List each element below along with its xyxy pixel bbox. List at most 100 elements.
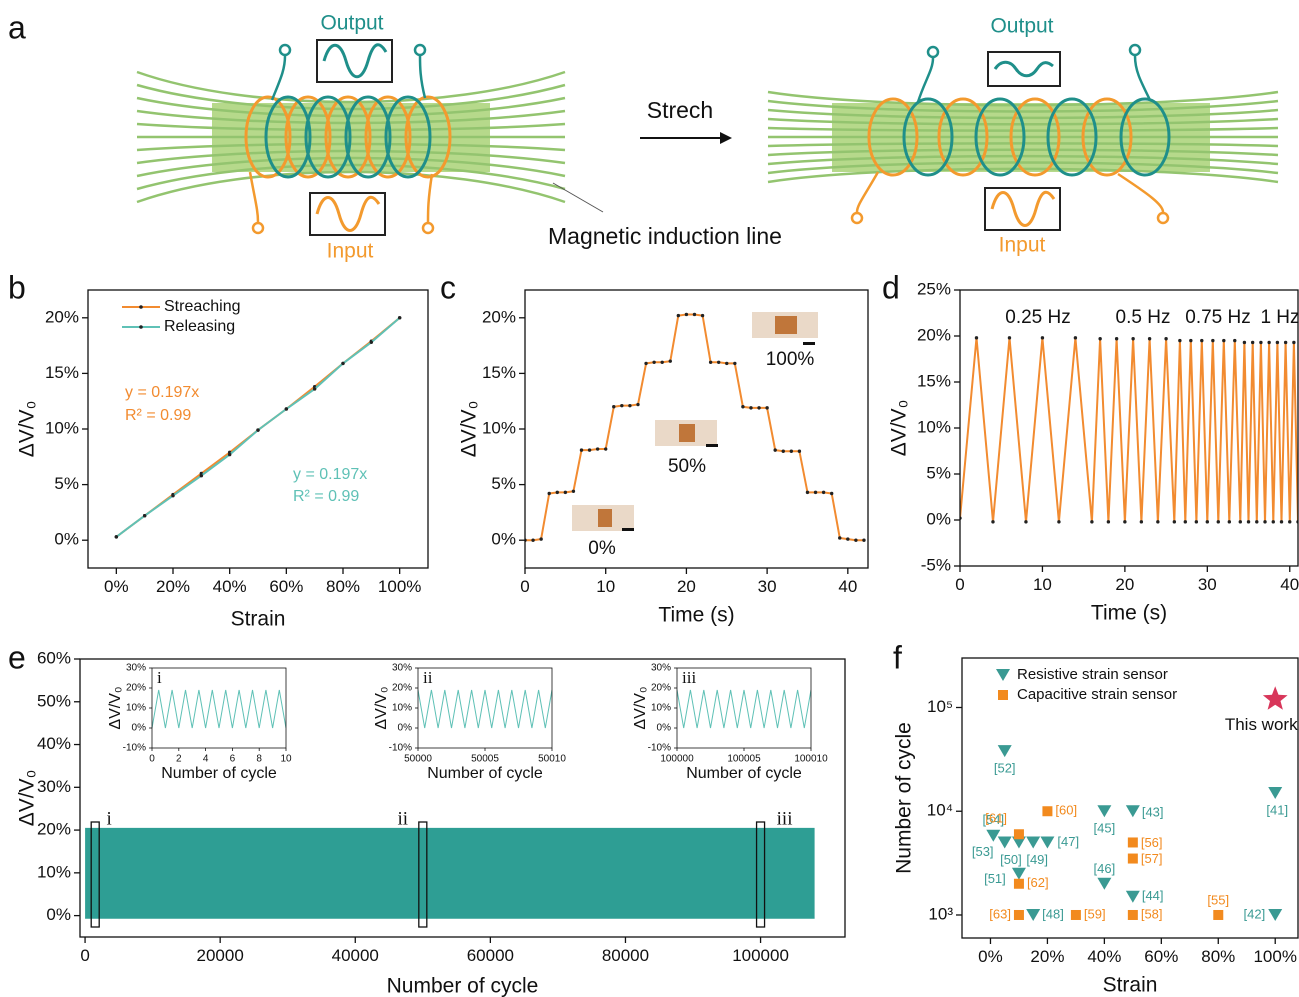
- leads: [248, 43, 1170, 235]
- marker: [708, 360, 713, 364]
- x-tick-label: 0: [80, 946, 89, 965]
- marker: [628, 403, 632, 408]
- marker: [199, 474, 204, 478]
- x-tick-label: 40: [1280, 575, 1299, 594]
- y-axis-label: ΔV/V₀: [632, 686, 649, 729]
- marker: [612, 405, 616, 409]
- output-label: Output: [990, 15, 1053, 38]
- annotation: i: [107, 808, 112, 829]
- field-line: [136, 149, 566, 165]
- y-tick-label: 20%: [482, 307, 516, 326]
- x-tick-label: 50000: [404, 754, 432, 765]
- x-tick-label: 10: [1033, 575, 1052, 594]
- marker: [1172, 520, 1177, 524]
- x-tick-label: 40: [838, 577, 857, 596]
- marker: [227, 452, 232, 457]
- chart: 0% 20% 40% 60% 80% 100% 10³ 10⁴ 10⁵ Strain Number …: [893, 657, 1299, 997]
- y-tick-label: 30%: [126, 663, 146, 674]
- x-axis-label: Strain: [231, 608, 286, 631]
- plot-frame: [676, 667, 812, 749]
- x-tick-label: 10: [596, 577, 615, 596]
- coil: [867, 97, 919, 177]
- x-axis-label: Number of cycle: [686, 765, 802, 782]
- y-tick-label: 20%: [37, 820, 71, 839]
- y-tick-label: 0%: [398, 723, 413, 734]
- scale-bar: [622, 528, 634, 531]
- marker: [312, 387, 317, 391]
- legend-swatch: [139, 325, 143, 329]
- signal-wave: [990, 190, 1056, 227]
- y-tick-label: 10⁴: [927, 801, 953, 820]
- pointer: [552, 182, 604, 213]
- x-axis-label: Number of cycle: [387, 975, 539, 997]
- panel-label: c: [440, 269, 456, 305]
- marker: [1125, 805, 1140, 818]
- marker: [1267, 340, 1271, 345]
- y-tick-label: 30%: [651, 663, 671, 674]
- marker: [1013, 909, 1024, 920]
- output-label: Output: [320, 12, 383, 35]
- x-tick-label: 40%: [213, 577, 247, 596]
- point-label: [52]: [994, 761, 1016, 776]
- coil: [974, 97, 1026, 177]
- x-tick-label: 20: [1115, 575, 1134, 594]
- marker: [1090, 520, 1094, 524]
- marker: [1255, 520, 1259, 524]
- y-tick-label: 20%: [45, 307, 79, 326]
- marker: [1263, 520, 1267, 524]
- chart: 100000 100005 100010 -10% 0% 10% 20% 30% Number …: [632, 663, 828, 783]
- legend-label: Capacitive strain sensor: [1017, 686, 1177, 703]
- lead: [916, 57, 935, 103]
- marker: [1013, 829, 1024, 840]
- line: [960, 337, 1298, 522]
- annotation: R² = 0.99: [125, 407, 191, 424]
- marker: [1057, 520, 1061, 524]
- y-tick-label: 10%: [651, 703, 671, 714]
- line: [677, 689, 811, 729]
- y-axis-label: ΔV/V₀: [107, 686, 124, 729]
- x-tick-label: 0%: [978, 947, 1003, 966]
- legend-swatch: [139, 305, 143, 309]
- point-label: [44]: [1142, 888, 1164, 903]
- marker: [1125, 890, 1140, 903]
- panel-label: a: [8, 9, 26, 45]
- diagram: Output Input Strech Magnetic induction l…: [136, 12, 1279, 263]
- x-tick-label: 0: [955, 575, 964, 594]
- point-label: [55]: [1207, 892, 1229, 907]
- marker: [369, 340, 374, 344]
- x-tick-label: 30: [1198, 575, 1217, 594]
- marker: [341, 361, 345, 366]
- annotation: 100%: [766, 349, 815, 370]
- plot-frame: [524, 289, 869, 569]
- lead: [270, 55, 287, 101]
- point-label: [60]: [1055, 803, 1077, 818]
- x-tick-label: 60000: [467, 946, 514, 965]
- x-tick-label: 80%: [1201, 947, 1235, 966]
- plot-area: [677, 689, 811, 729]
- x-tick-label: 60%: [1144, 947, 1178, 966]
- marker: [1189, 338, 1193, 343]
- coil: [284, 95, 332, 179]
- photo-detail: [598, 509, 612, 527]
- marker: [142, 514, 147, 518]
- signal-box: [987, 51, 1061, 87]
- coil: [937, 97, 989, 177]
- marker: [991, 520, 995, 524]
- x-tick-label: 30: [758, 577, 777, 596]
- x-tick-label: 100%: [1253, 947, 1296, 966]
- marker: [1250, 340, 1255, 345]
- marker: [1233, 338, 1237, 343]
- chart: 0 20000 40000 60000 80000 1000000%10%20%30%40…: [16, 648, 846, 997]
- chart: 0 10 20 30 40 -5% 0% 5% 10% 15% 20% 25% Time (s) ΔV/V…: [888, 279, 1299, 624]
- marker: [1183, 520, 1188, 524]
- point-label: [41]: [1266, 802, 1288, 817]
- y-tick-label: 10%: [126, 703, 146, 714]
- input-label: Input: [327, 240, 374, 263]
- x-tick-label: 20: [677, 577, 696, 596]
- y-tick-label: 10%: [37, 862, 71, 881]
- x-tick-label: 60%: [269, 577, 303, 596]
- y-tick-label: 20%: [392, 683, 412, 694]
- marker: [668, 359, 672, 363]
- terminal: [1128, 43, 1142, 57]
- marker: [773, 448, 777, 452]
